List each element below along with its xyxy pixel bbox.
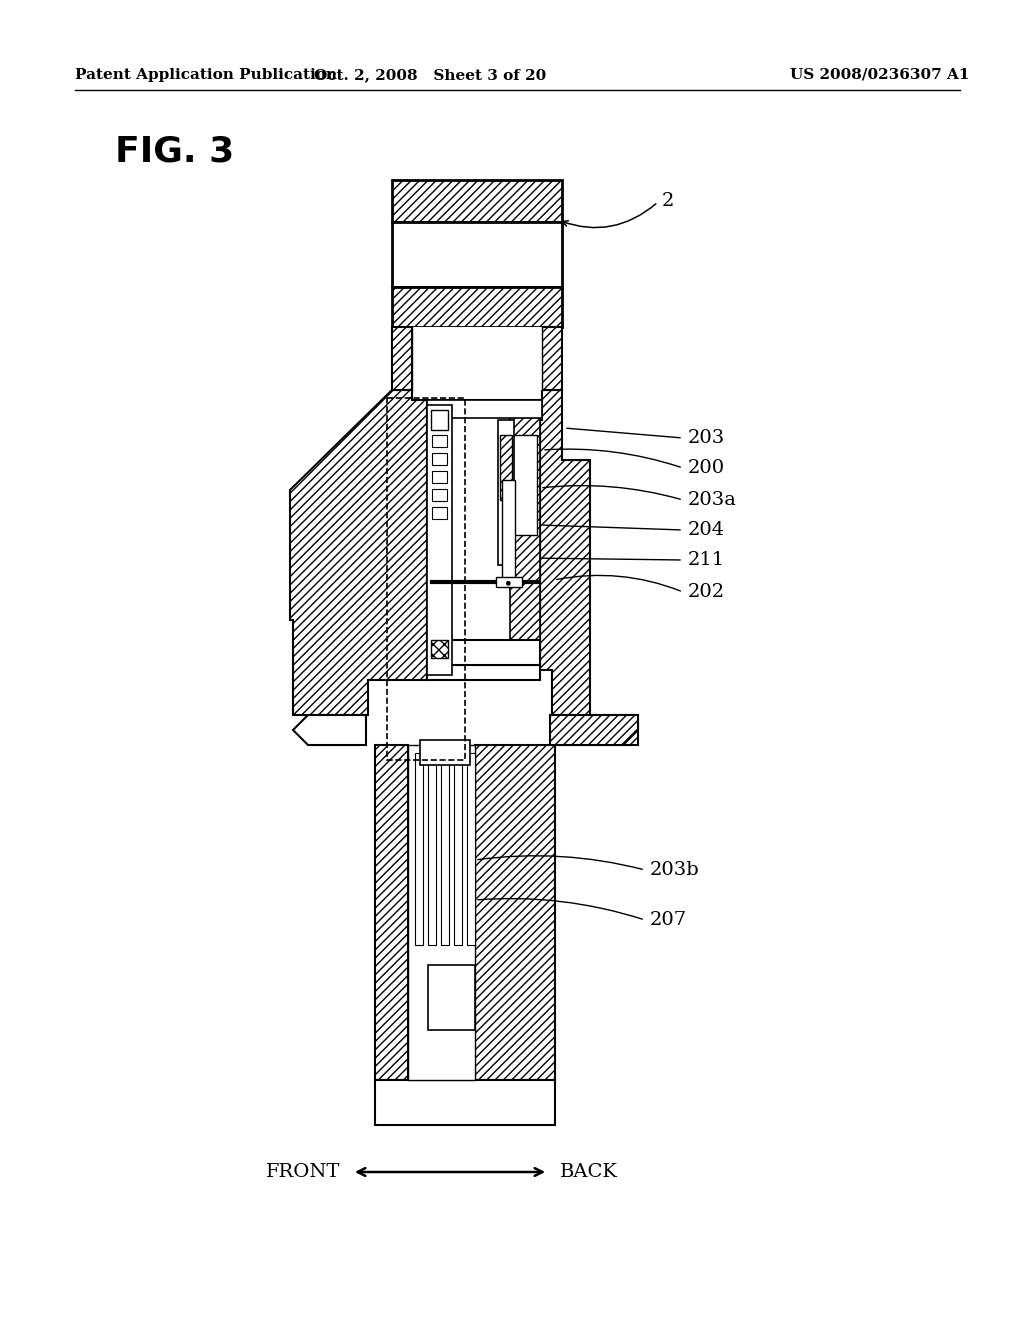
Bar [432, 640, 540, 665]
Bar [375, 744, 408, 1080]
Text: 203: 203 [688, 429, 725, 447]
Bar [392, 327, 412, 389]
Bar [392, 180, 562, 222]
Bar [432, 471, 447, 483]
Text: Oct. 2, 2008   Sheet 3 of 20: Oct. 2, 2008 Sheet 3 of 20 [314, 69, 546, 82]
Bar [387, 399, 465, 760]
Bar [427, 405, 452, 675]
Bar [500, 436, 512, 500]
Polygon shape [550, 715, 638, 744]
Bar [513, 436, 537, 535]
Bar [498, 420, 514, 565]
Polygon shape [540, 389, 638, 744]
Text: 204: 204 [688, 521, 725, 539]
Bar [542, 327, 562, 389]
Text: 200: 200 [688, 459, 725, 477]
Text: FRONT: FRONT [265, 1163, 340, 1181]
Bar [432, 436, 447, 447]
Bar [502, 480, 515, 579]
Bar [475, 744, 555, 1080]
Bar [467, 752, 475, 945]
Bar [408, 744, 475, 1080]
Text: 211: 211 [688, 550, 725, 569]
Text: FIG. 3: FIG. 3 [115, 135, 234, 169]
Bar [431, 411, 449, 430]
Bar [496, 577, 522, 587]
Text: 2: 2 [662, 191, 675, 210]
Polygon shape [290, 389, 427, 715]
Bar [454, 752, 462, 945]
Bar [431, 640, 449, 657]
Bar [510, 414, 540, 665]
Bar [427, 400, 540, 680]
Text: 207: 207 [650, 911, 687, 929]
Text: US 2008/0236307 A1: US 2008/0236307 A1 [790, 69, 970, 82]
Text: 202: 202 [688, 583, 725, 601]
Bar [392, 286, 562, 327]
Bar [432, 488, 447, 502]
Bar [428, 752, 436, 945]
Bar [412, 327, 542, 389]
Bar [432, 453, 447, 465]
Bar [427, 400, 542, 418]
Bar [392, 222, 562, 286]
Bar [420, 741, 470, 766]
Bar [428, 965, 475, 1030]
Bar [441, 752, 449, 945]
Text: 203b: 203b [650, 861, 699, 879]
Bar [432, 507, 447, 519]
Polygon shape [293, 715, 366, 744]
Text: 203a: 203a [688, 491, 737, 510]
Text: Patent Application Publication: Patent Application Publication [75, 69, 337, 82]
Bar [415, 752, 423, 945]
Bar [375, 1080, 555, 1125]
Text: BACK: BACK [560, 1163, 617, 1181]
